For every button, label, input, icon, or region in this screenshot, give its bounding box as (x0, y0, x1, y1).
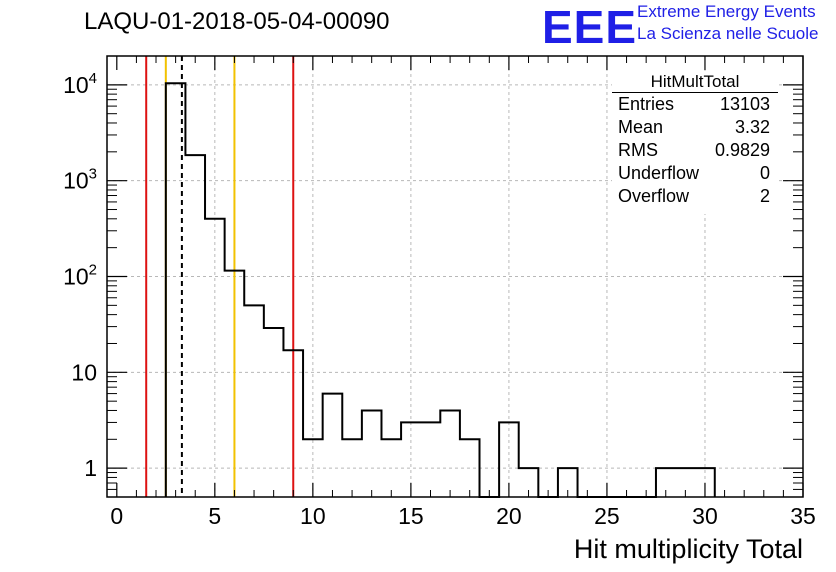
chart-title: LAQU-01-2018-05-04-00090 (84, 8, 390, 35)
logo-line-1: Extreme Energy Events (637, 2, 816, 21)
stats-value: 13103 (719, 94, 770, 114)
y-tick-label: 102 (63, 262, 97, 290)
grid (107, 56, 803, 497)
stats-row-overflow: Overflow 2 (618, 186, 770, 208)
stats-row-entries: Entries 13103 (618, 94, 770, 116)
y-axis-ticks: 1 10 102 103 104 (63, 70, 803, 498)
x-tick-label: 35 (790, 503, 816, 529)
x-axis-label: Hit multiplicity Total (574, 534, 803, 564)
stats-title: HitMultTotal (650, 72, 740, 91)
x-tick-label: 0 (110, 503, 123, 529)
y-tick-label: 10 (71, 359, 97, 385)
stats-label: Mean (618, 117, 664, 137)
x-tick-label: 25 (594, 503, 620, 529)
stats-value: 0 (759, 163, 770, 183)
x-tick-label: 15 (398, 503, 424, 529)
stats-value: 0.9829 (714, 140, 770, 160)
stats-row-rms: RMS 0.9829 (618, 140, 770, 162)
stats-row-mean: Mean 3.32 (618, 117, 770, 139)
x-tick-label: 5 (208, 503, 221, 529)
y-tick-label: 103 (63, 166, 97, 194)
stats-label: Overflow (618, 186, 690, 206)
y-tick-label: 1 (84, 455, 97, 481)
logo-line-2: La Scienza nelle Scuole (637, 24, 819, 43)
y-tick-label: 104 (63, 70, 97, 98)
x-tick-label: 10 (300, 503, 326, 529)
x-tick-label: 20 (496, 503, 522, 529)
stats-label: Underflow (618, 163, 700, 183)
stats-box: HitMultTotal Entries 13103 Mean 3.32 RMS… (612, 72, 778, 214)
stats-divider (612, 92, 778, 93)
stats-value: 2 (759, 186, 770, 206)
stats-label: Entries (618, 94, 675, 114)
stats-row-underflow: Underflow 0 (618, 163, 770, 185)
stats-label: RMS (618, 140, 658, 160)
eee-logo-mark: EEE (542, 1, 638, 53)
x-tick-label: 30 (692, 503, 718, 529)
x-axis-ticks: 0 5 10 15 20 25 30 35 (110, 56, 816, 529)
stats-value: 3.32 (734, 117, 770, 137)
